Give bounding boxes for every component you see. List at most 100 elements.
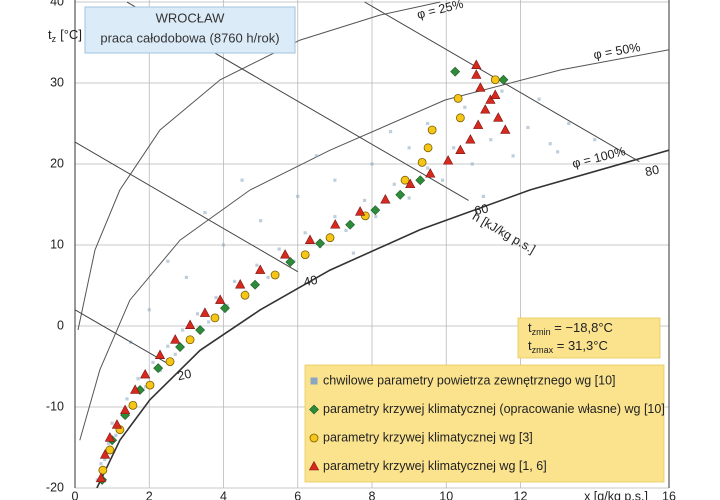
data-point [314,154,318,158]
chart-title: praca całodobowa (8760 h/rok) [100,30,279,45]
data-point [214,296,218,300]
data-point [498,74,509,85]
data-point [425,168,436,178]
data-point [270,270,280,280]
data-point [221,243,226,247]
data-point [184,319,196,329]
data-point [481,194,485,198]
data-point [280,249,291,259]
legend-label: parametry krzywej klimatycznej wg [1, 6] [323,459,547,473]
data-point [105,445,115,455]
data-point [98,465,108,475]
data-point [170,334,181,344]
humidity-curve [96,149,669,488]
enthalpy-axis-label: h [kJ/kg p.s.] [470,209,538,256]
data-point [199,307,211,317]
data-point [388,130,393,134]
x-axis-label: x [g/kg p.s.] [584,489,648,500]
legend-label: parametry krzywej klimatycznej (opracowa… [323,402,665,416]
y-tick-label: 0 [57,318,64,332]
data-point [114,433,118,437]
data-point [593,138,597,142]
y-tick-label: 40 [50,0,64,8]
x-tick-label: 4 [220,489,227,500]
stat-text: tzmin = −18,8°C [528,320,613,337]
humidity-curve [79,49,669,441]
title-box [84,6,296,54]
data-point [235,279,246,289]
chart-title: WROCŁAW [156,10,226,25]
data-point [185,335,195,345]
data-point [233,279,237,284]
data-point [333,215,337,219]
x-tick-label: 2 [146,489,153,500]
data-point [453,93,463,103]
x-tick-label: 16 [662,489,676,500]
data-point [104,432,116,442]
x-tick-label: 12 [514,489,528,500]
data-point [333,178,337,182]
data-point [259,219,263,223]
stat-text-text: = 31,3°C [553,338,608,353]
data-point [173,352,177,356]
data-point [220,303,230,314]
data-point [427,125,437,135]
data-point [207,320,211,324]
data-point [395,189,406,200]
y-axis-label-text: [°C] [60,27,82,42]
data-point [181,328,185,332]
data-point [95,472,107,483]
data-point [405,178,416,189]
data-point [250,279,260,290]
data-point [125,397,129,401]
data-point [151,360,155,365]
stats-box [517,317,661,359]
data-point [344,228,348,233]
data-point [145,380,155,390]
data-point [426,121,430,126]
data-point [130,384,141,394]
data-point [111,419,123,429]
data-point [175,342,185,352]
data-point [106,441,111,446]
legend-box [304,364,665,483]
data-point [140,368,151,379]
data-point [526,125,530,130]
data-point [423,143,433,153]
x-tick-label: 6 [294,489,301,500]
data-point [345,219,356,230]
data-point [500,89,504,93]
data-point [473,119,484,129]
data-point [103,458,107,462]
data-point [426,166,430,170]
legend-marker [308,460,320,471]
data-point [166,259,170,263]
data-point [210,313,220,323]
enthalpy-label: 80 [644,163,661,180]
y-tick-label: -20 [46,480,64,494]
legend-label: parametry krzywej klimatycznej wg [3] [323,430,533,444]
data-point [203,211,207,215]
data-point [380,194,391,204]
data-point [455,144,466,155]
data-point [392,182,396,186]
y-axis-label-symbol: t [48,27,52,42]
data-point [455,113,465,123]
data-point [370,205,381,216]
data-point [463,105,467,109]
data-point [490,89,501,99]
data-point [315,238,325,249]
data-point [99,449,111,459]
data-point [407,146,411,150]
data-point [374,215,378,219]
data-point [355,206,366,216]
data-point [300,250,310,260]
legend-marker [309,433,319,443]
curve-label: φ = 50% [592,40,641,62]
enthalpy-label: 40 [302,273,319,290]
data-point [304,234,316,244]
data-point [493,112,504,122]
data-point [556,150,560,154]
